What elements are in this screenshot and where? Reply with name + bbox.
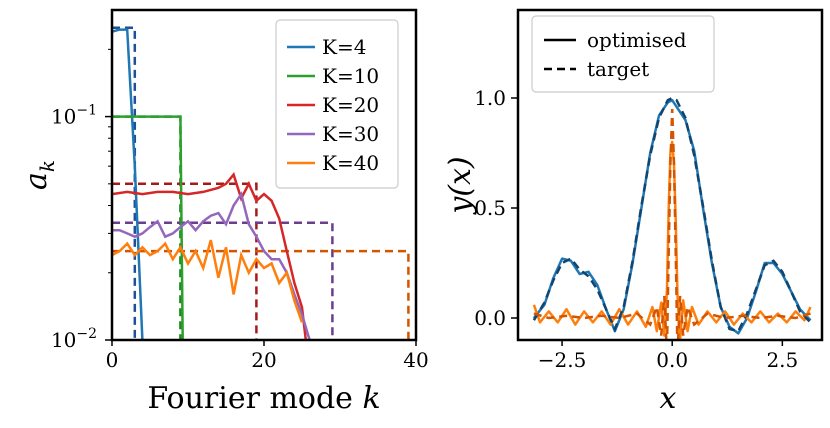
right-xtick-label: 0.0 xyxy=(656,348,688,372)
left-legend-label-K=40: K=40 xyxy=(322,151,379,175)
right-series-group xyxy=(532,96,812,340)
right-legend-box xyxy=(531,15,715,93)
left-optimised-line-K=4 xyxy=(112,28,144,340)
left-optimised-line-K=10 xyxy=(112,115,184,340)
right-legend-label-target: target xyxy=(587,57,649,81)
right-target-line-wide xyxy=(532,96,812,333)
left-target-line-K=20 xyxy=(112,182,258,340)
left-xlabel: Fourier mode k xyxy=(147,381,380,416)
left-target-line-K=4 xyxy=(112,26,137,340)
left-optimised-line-K=40 xyxy=(112,239,304,323)
left-ytick-label: 10−1 xyxy=(51,103,97,129)
left-target-line-K=30 xyxy=(112,221,334,340)
right-ytick-label: 0.0 xyxy=(474,306,506,330)
left-target-line-K=40 xyxy=(112,249,410,340)
left-ytick-label: 10−2 xyxy=(51,326,97,352)
left-target-line-K=10 xyxy=(112,115,182,340)
left-xtick-label: 40 xyxy=(403,348,428,372)
left-legend-label-K=4: K=4 xyxy=(322,35,366,59)
right-legend: optimised target xyxy=(531,15,715,93)
right-chart: −2.5 0.0 2.5 0.0 0.5 1.0 x y(x) optimised targ… xyxy=(443,8,824,416)
right-xtick-label: 2.5 xyxy=(766,348,798,372)
left-xtick-label: 0 xyxy=(106,348,119,372)
right-xtick-label: −2.5 xyxy=(538,348,587,372)
left-series-group xyxy=(112,26,410,340)
right-axes-frame xyxy=(516,8,824,342)
right-ticks: −2.5 0.0 2.5 0.0 0.5 1.0 xyxy=(474,86,798,372)
right-legend-label-optimised: optimised xyxy=(587,28,687,52)
right-xlabel: x xyxy=(660,381,677,416)
left-legend-label-K=20: K=20 xyxy=(322,93,379,117)
right-optimised-line-narrow xyxy=(532,140,812,340)
left-legend: K=4 K=10 K=20 K=30 K=40 xyxy=(275,19,399,189)
left-ticks: 0 20 40 10−2 10−1 xyxy=(51,48,429,372)
left-ylabel: ak xyxy=(19,160,59,190)
left-optimised-line-K=30 xyxy=(112,191,311,340)
right-ytick-label: 1.0 xyxy=(474,86,506,110)
right-ytick-label: 0.5 xyxy=(474,196,506,220)
right-target-line-narrow xyxy=(533,108,811,340)
left-optimised-line-K=20 xyxy=(112,172,308,340)
left-legend-label-K=10: K=10 xyxy=(322,64,379,88)
left-legend-box xyxy=(275,19,399,189)
left-legend-label-K=30: K=30 xyxy=(322,122,379,146)
right-ylabel: y(x) xyxy=(443,156,478,215)
left-xtick-label: 20 xyxy=(251,348,276,372)
